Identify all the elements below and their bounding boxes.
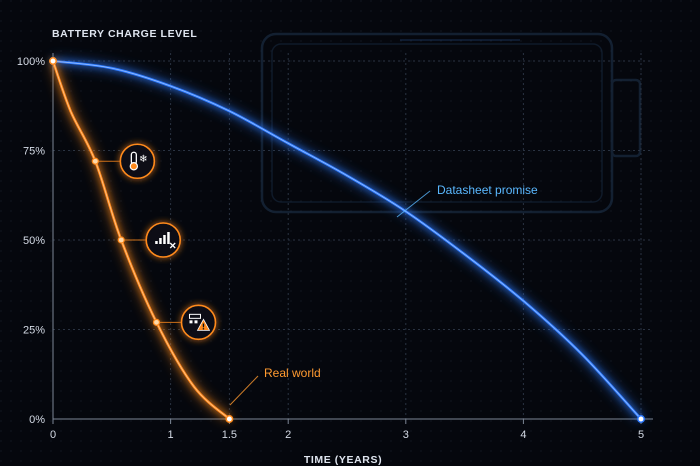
svg-text:!: !: [202, 322, 206, 331]
real-world-endpoint: [49, 57, 57, 65]
x-tick-label: 1.5: [222, 429, 237, 441]
x-tick-label: 2: [285, 429, 291, 441]
datasheet-label-leader: [396, 190, 431, 218]
real-world-endpoint: [225, 415, 234, 423]
annotations: ❄!: [91, 143, 217, 341]
datasheet-promise-endpoint: [637, 415, 645, 423]
x-axis-title: TIME (YEARS): [304, 454, 382, 466]
y-axis-title: BATTERY CHARGE LEVEL: [52, 28, 197, 40]
datasheet-promise-line-core: [52, 60, 642, 420]
datasheet-series-label: Datasheet promise: [437, 183, 538, 197]
realworld-label-leader: [229, 375, 259, 406]
y-tick-label: 25%: [23, 325, 45, 337]
thermometer-snowflake-icon: ❄: [91, 143, 156, 180]
x-tick-label: 4: [520, 429, 526, 441]
svg-text:❄: ❄: [139, 154, 147, 165]
axes: [52, 53, 653, 420]
battery-outline-icon: [260, 32, 642, 214]
signal-bars-x-icon: [117, 222, 182, 258]
y-tick-label: 100%: [17, 56, 45, 68]
ticks: 0% 25% 50% 75% 100% 0 1 1.5 2 3 4 5: [17, 56, 644, 441]
x-tick-label: 0: [50, 429, 56, 441]
y-tick-label: 50%: [23, 235, 45, 247]
x-tick-label: 3: [403, 429, 409, 441]
y-tick-label: 0%: [29, 414, 45, 426]
x-tick-label: 5: [638, 429, 644, 441]
y-tick-label: 75%: [23, 146, 45, 158]
warning-device-icon: !: [152, 304, 217, 341]
realworld-series-label: Real world: [264, 366, 321, 380]
x-tick-label: 1: [168, 429, 174, 441]
